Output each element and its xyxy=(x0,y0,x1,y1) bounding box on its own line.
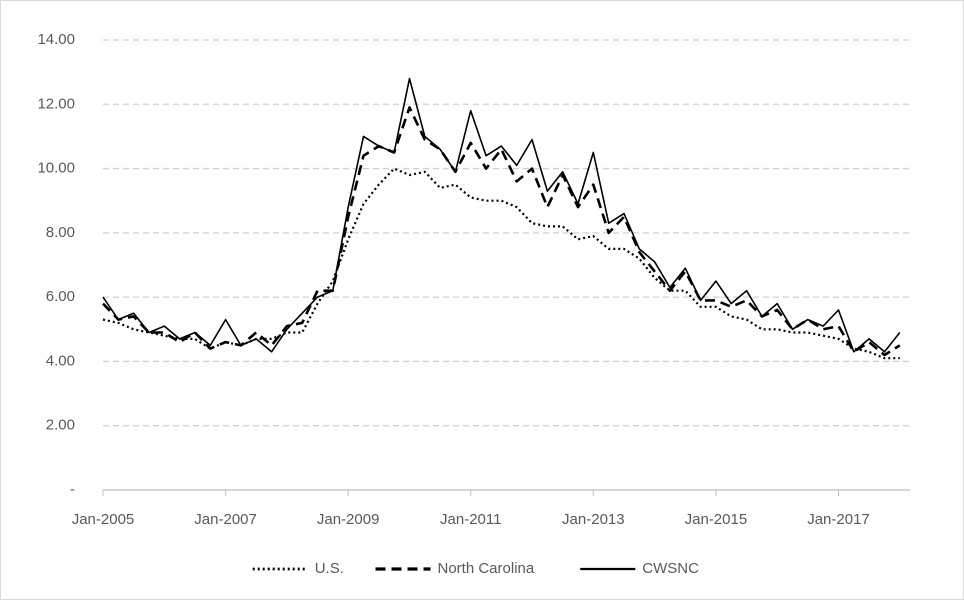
y-tick-label: 4.00 xyxy=(46,352,75,369)
y-tick-label: 2.00 xyxy=(46,417,75,434)
legend-label: CWSNC xyxy=(642,560,699,577)
y-tick-label: 14.00 xyxy=(37,31,75,48)
x-tick-label: Jan-2015 xyxy=(685,511,748,528)
x-tick-label: Jan-2005 xyxy=(72,511,135,528)
y-tick-label: - xyxy=(70,481,75,498)
x-tick-label: Jan-2007 xyxy=(194,511,257,528)
legend-label: U.S. xyxy=(315,560,344,577)
y-tick-label: 10.00 xyxy=(37,160,75,177)
y-tick-label: 6.00 xyxy=(46,288,75,305)
line-series xyxy=(102,77,901,353)
line-series xyxy=(102,106,901,357)
y-tick-label: 8.00 xyxy=(46,224,75,241)
legend-label: North Carolina xyxy=(438,560,535,577)
x-tick-label: Jan-2013 xyxy=(562,511,625,528)
x-tick-label: Jan-2009 xyxy=(317,511,380,528)
x-tick-label: Jan-2017 xyxy=(807,511,870,528)
x-tick-label: Jan-2011 xyxy=(440,511,501,528)
y-tick-label: 12.00 xyxy=(37,95,75,112)
